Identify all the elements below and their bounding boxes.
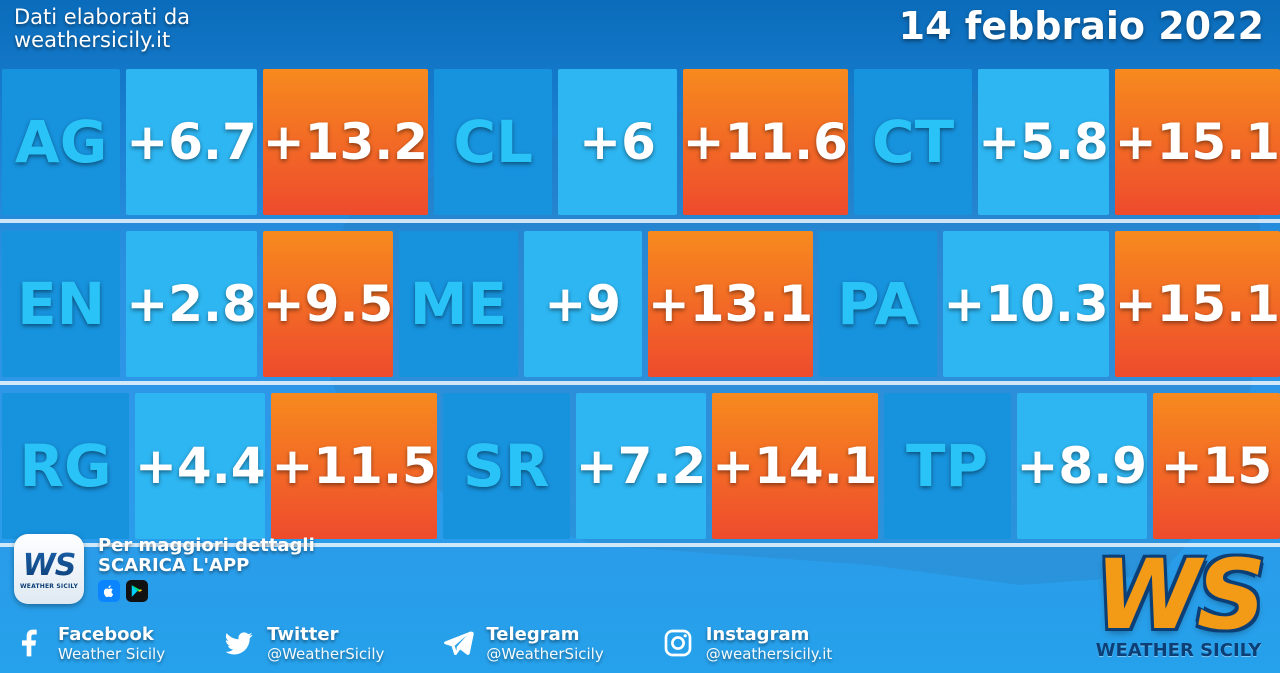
province-code: CL: [434, 69, 552, 215]
province-code: EN: [2, 231, 120, 377]
social-name: Facebook: [58, 626, 165, 645]
temperature-grid: AG+6.7+13.2CL+6+11.6CT+5.8+15.1EN+2.8+9.…: [0, 65, 1280, 551]
social-handle: @WeatherSicily: [486, 645, 603, 663]
attribution-line1: Dati elaborati da: [14, 6, 190, 29]
app-cta-line1: Per maggiori dettagli: [98, 536, 315, 556]
province-code: TP: [884, 393, 1011, 539]
temp-low: +4.4: [135, 393, 265, 539]
grid-row: EN+2.8+9.5ME+9+13.1PA+10.3+15.1: [0, 227, 1280, 379]
social-twitter: Twitter@WeatherSicily: [223, 626, 384, 663]
attribution: Dati elaborati da weathersicily.it: [14, 6, 190, 52]
temp-low: +10.3: [943, 231, 1108, 377]
temp-low: +5.8: [978, 69, 1108, 215]
instagram-icon: [662, 627, 694, 663]
province-code: AG: [2, 69, 120, 215]
social-facebook: FacebookWeather Sicily: [14, 626, 165, 663]
temp-high: +11.5: [271, 393, 436, 539]
app-store-icon: [98, 580, 120, 602]
date-title: 14 febbraio 2022: [899, 4, 1264, 48]
province-code: PA: [819, 231, 937, 377]
temp-high: +13.2: [263, 69, 428, 215]
app-download-block: WS WEATHER SICILY Per maggiori dettagli …: [14, 534, 315, 604]
temp-high: +14.1: [712, 393, 877, 539]
province-code: RG: [2, 393, 129, 539]
temp-low: +8.9: [1017, 393, 1147, 539]
twitter-icon: [223, 627, 255, 663]
google-play-icon: [126, 580, 148, 602]
temp-high: +11.6: [683, 69, 848, 215]
telegram-icon: [442, 627, 474, 663]
social-name: Twitter: [267, 626, 384, 645]
province-code: CT: [854, 69, 972, 215]
attribution-line2: weathersicily.it: [14, 29, 190, 52]
social-instagram: Instagram@weathersicily.it: [662, 626, 833, 663]
province-code: SR: [443, 393, 570, 539]
grid-row: RG+4.4+11.5SR+7.2+14.1TP+8.9+15: [0, 389, 1280, 541]
social-telegram: Telegram@WeatherSicily: [442, 626, 603, 663]
social-name: Instagram: [706, 626, 833, 645]
ws-brand-logo: WS WEATHER SICILY: [1095, 552, 1262, 661]
social-handle: @WeatherSicily: [267, 645, 384, 663]
temp-low: +6.7: [126, 69, 256, 215]
social-handle: Weather Sicily: [58, 645, 165, 663]
social-handle: @weathersicily.it: [706, 645, 833, 663]
social-name: Telegram: [486, 626, 603, 645]
ws-app-icon: WS WEATHER SICILY: [14, 534, 84, 604]
temp-high: +15.1: [1115, 69, 1280, 215]
social-links: FacebookWeather SicilyTwitter@WeatherSic…: [14, 626, 832, 663]
temp-high: +15.1: [1115, 231, 1280, 377]
app-cta-line2: SCARICA L'APP: [98, 556, 315, 576]
temp-high: +15: [1153, 393, 1280, 539]
temp-low: +2.8: [126, 231, 256, 377]
grid-row: AG+6.7+13.2CL+6+11.6CT+5.8+15.1: [0, 65, 1280, 217]
temp-low: +7.2: [576, 393, 706, 539]
temp-low: +6: [558, 69, 676, 215]
temp-low: +9: [524, 231, 642, 377]
province-code: ME: [399, 231, 517, 377]
temp-high: +13.1: [648, 231, 813, 377]
facebook-icon: [14, 627, 46, 663]
temp-high: +9.5: [263, 231, 393, 377]
